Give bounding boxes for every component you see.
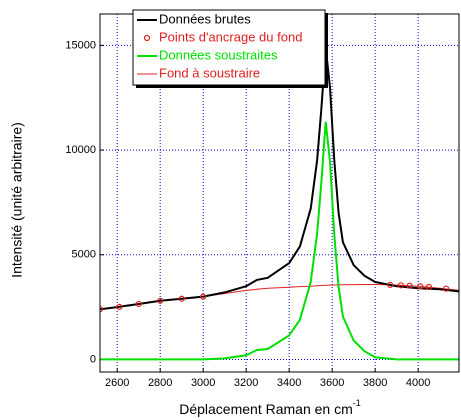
series-group: [100, 281, 450, 313]
y-tick-label: 15000: [65, 39, 96, 51]
anchor-point: [116, 303, 123, 310]
anchor-point: [425, 283, 433, 291]
x-tick-label: 4000: [406, 377, 430, 389]
anchor-point: [157, 297, 164, 304]
series-line: [100, 47, 459, 311]
y-tick-label: 0: [90, 353, 96, 365]
anchor-point: [100, 306, 104, 313]
legend-box: [132, 9, 326, 86]
y-axis-label: Intensité (unité arbitraire): [9, 122, 25, 278]
y-tick-label: 5000: [72, 249, 96, 261]
x-tick-label: 3400: [277, 377, 301, 389]
anchor-point: [178, 295, 185, 302]
legend-label: Fond à soustraire: [159, 65, 260, 80]
series-group: [100, 284, 459, 310]
anchor-point: [135, 300, 142, 308]
y-tick-label: 10000: [65, 144, 96, 156]
anchor-point: [443, 285, 450, 292]
legend-label: Points d'ancrage du fond: [159, 29, 302, 44]
x-axis-label-superscript: -1: [353, 398, 361, 408]
x-tick-label: 3600: [320, 377, 344, 389]
anchor-point: [417, 283, 424, 290]
legend-label: Données brutes: [159, 11, 251, 26]
x-tick-label: 3200: [234, 377, 258, 389]
series-group: [100, 47, 459, 311]
x-tick-label: 2600: [105, 377, 129, 389]
x-tick-label: 3000: [191, 377, 215, 389]
legend-marker: [143, 34, 151, 42]
series-group: [100, 121, 459, 361]
anchor-point: [387, 281, 394, 289]
anchor-point: [397, 282, 405, 289]
legend-label: Données soustraites: [159, 47, 278, 62]
series-line: [100, 121, 459, 361]
x-axis-label-text: Déplacement Raman en cm: [179, 401, 353, 417]
x-axis-label: Déplacement Raman en cm-1: [179, 398, 361, 416]
x-tick-label: 3800: [363, 377, 387, 389]
x-tick-label: 2800: [148, 377, 172, 389]
series-line: [100, 284, 459, 310]
anchor-point: [200, 293, 207, 300]
anchor-point: [406, 282, 413, 289]
